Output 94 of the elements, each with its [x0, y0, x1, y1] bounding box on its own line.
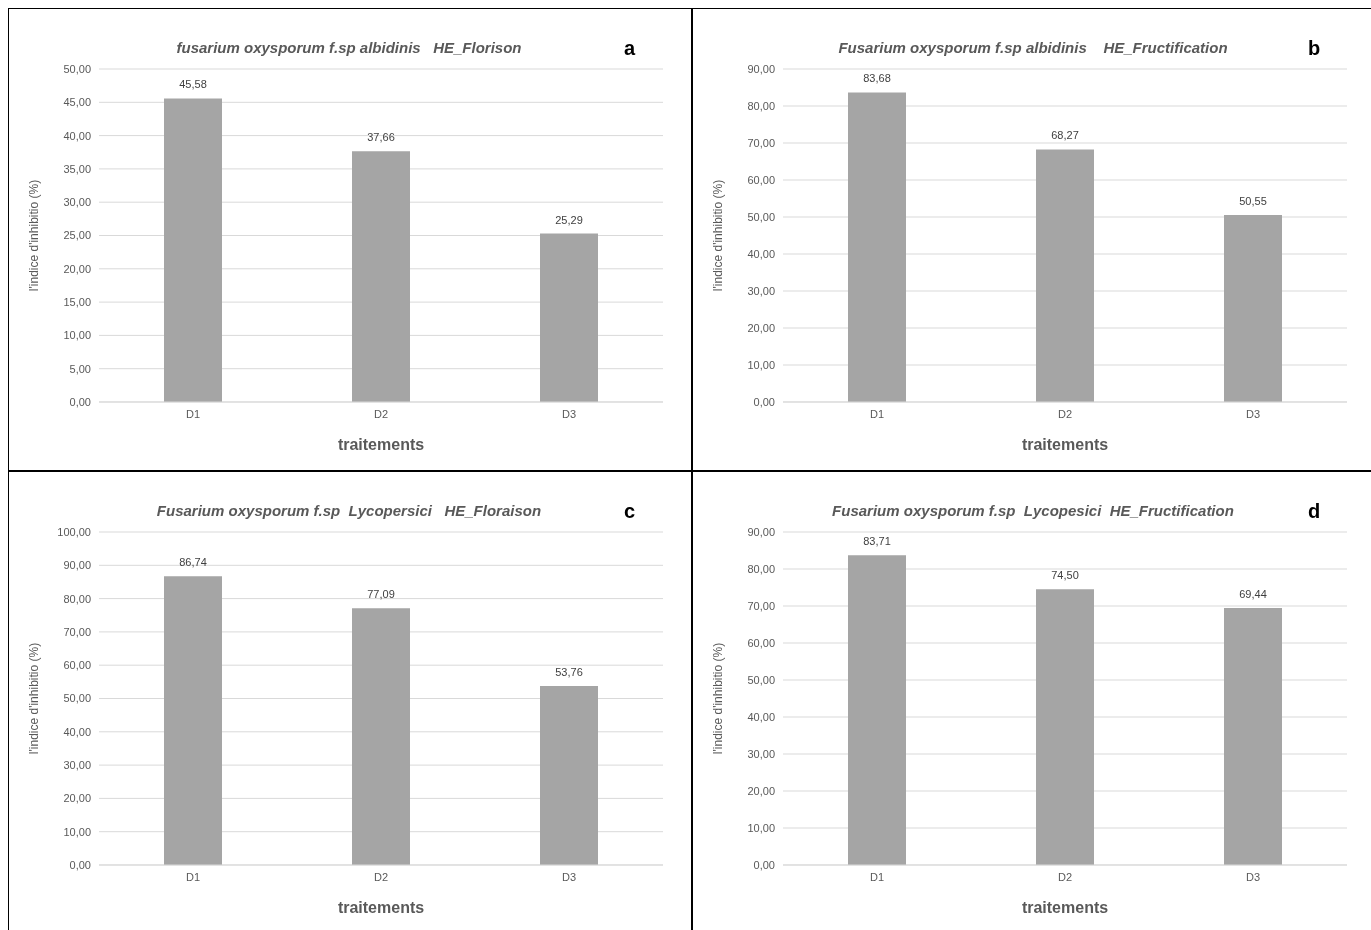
x-axis-title: traitements	[337, 899, 425, 916]
data-label: 68,27	[1051, 129, 1079, 142]
chart-title: Fusarium oxysporum f.sp Lycopesici HE_Fructification	[832, 502, 1234, 519]
data-label: 25,29	[555, 213, 583, 226]
y-tick-label: 30,00	[63, 759, 91, 772]
text: b	[1308, 37, 1321, 60]
data-label: 86,74	[179, 556, 207, 569]
y-tick-label: 90,00	[747, 62, 775, 75]
x-tick-label: D1	[869, 407, 885, 420]
text: d	[1308, 500, 1321, 523]
y-tick-label: 40,00	[747, 710, 775, 723]
x-tick-label: D1	[185, 870, 201, 883]
chart-title: Fusarium oxysporum f.sp albidinis HE_Fructification	[838, 39, 1228, 56]
y-tick-label: 90,00	[747, 525, 775, 538]
y-tick-label: 30,00	[747, 284, 775, 297]
data-label: 74,50	[1051, 569, 1079, 582]
x-tick-label: D3	[561, 870, 577, 883]
y-tick-label: 30,00	[63, 196, 91, 209]
y-tick-label: 15,00	[63, 296, 91, 309]
data-label: 69,44	[1239, 588, 1267, 601]
bar	[164, 576, 222, 865]
y-tick-label: 80,00	[63, 592, 91, 605]
x-tick-label: D2	[1057, 870, 1073, 883]
y-tick-label: 20,00	[747, 321, 775, 334]
x-tick-label: D3	[1245, 407, 1261, 420]
y-tick-label: 5,00	[69, 362, 91, 375]
y-tick-label: 10,00	[747, 821, 775, 834]
y-tick-label: 50,00	[63, 62, 91, 75]
x-axis-title: traitements	[1021, 899, 1109, 916]
y-tick-label: 60,00	[63, 659, 91, 672]
y-tick-label: 50,00	[747, 673, 775, 686]
data-label: 50,55	[1239, 194, 1267, 207]
text: c	[624, 500, 636, 523]
bar	[1224, 214, 1282, 402]
y-axis-title: l'indice d'inhibitio (%)	[711, 642, 726, 755]
y-tick-label: 0,00	[753, 858, 775, 871]
bar	[540, 685, 598, 865]
bar	[1224, 608, 1282, 865]
y-tick-label: 60,00	[747, 173, 775, 186]
data-label: 37,66	[367, 131, 395, 144]
y-tick-label: 40,00	[63, 129, 91, 142]
y-tick-label: 25,00	[63, 229, 91, 242]
y-tick-label: 40,00	[747, 247, 775, 260]
y-axis-title: l'indice d'inhibitio (%)	[27, 179, 42, 292]
chart-title: fusarium oxysporum f.sp albidinis HE_Florison	[176, 39, 522, 56]
x-tick-label: D2	[373, 870, 389, 883]
y-tick-label: 35,00	[63, 162, 91, 175]
bar	[164, 98, 222, 402]
x-tick-label: D3	[1245, 870, 1261, 883]
bar	[540, 233, 598, 402]
y-tick-label: 70,00	[747, 136, 775, 149]
y-axis-title: l'indice d'inhibitio (%)	[27, 642, 42, 755]
chart-title: Fusarium oxysporum f.sp Lycopersici HE_Floraison	[156, 502, 542, 519]
x-tick-label: D2	[1057, 407, 1073, 420]
text: a	[624, 37, 636, 60]
y-tick-label: 0,00	[753, 395, 775, 408]
x-tick-label: D2	[373, 407, 389, 420]
data-label: 83,71	[863, 535, 891, 548]
y-tick-label: 0,00	[69, 858, 91, 871]
bar	[848, 555, 906, 865]
x-axis-title: traitements	[337, 436, 425, 453]
x-tick-label: D1	[185, 407, 201, 420]
y-tick-label: 10,00	[63, 329, 91, 342]
y-tick-label: 70,00	[747, 599, 775, 612]
x-axis-title: traitements	[1021, 436, 1109, 453]
y-tick-label: 0,00	[69, 395, 91, 408]
y-tick-label: 70,00	[63, 625, 91, 638]
data-label: 53,76	[555, 665, 583, 678]
y-tick-label: 60,00	[747, 636, 775, 649]
y-tick-label: 40,00	[63, 725, 91, 738]
bar	[352, 608, 410, 865]
bar	[352, 151, 410, 402]
data-label: 77,09	[367, 588, 395, 601]
y-tick-label: 20,00	[63, 262, 91, 275]
y-tick-label: 50,00	[63, 692, 91, 705]
y-tick-label: 20,00	[747, 784, 775, 797]
x-tick-label: D3	[561, 407, 577, 420]
bar	[1036, 149, 1094, 402]
y-tick-label: 80,00	[747, 562, 775, 575]
y-tick-label: 10,00	[747, 358, 775, 371]
y-tick-label: 20,00	[63, 792, 91, 805]
y-axis-title: l'indice d'inhibitio (%)	[711, 179, 726, 292]
bar	[1036, 589, 1094, 865]
y-tick-label: 30,00	[747, 747, 775, 760]
data-label: 83,68	[863, 72, 891, 85]
bar	[848, 92, 906, 402]
y-tick-label: 50,00	[747, 210, 775, 223]
y-tick-label: 100,00	[57, 525, 91, 538]
data-label: 45,58	[179, 78, 207, 91]
y-tick-label: 45,00	[63, 96, 91, 109]
y-tick-label: 90,00	[63, 559, 91, 572]
y-tick-label: 80,00	[747, 99, 775, 112]
x-tick-label: D1	[869, 870, 885, 883]
y-tick-label: 10,00	[63, 825, 91, 838]
